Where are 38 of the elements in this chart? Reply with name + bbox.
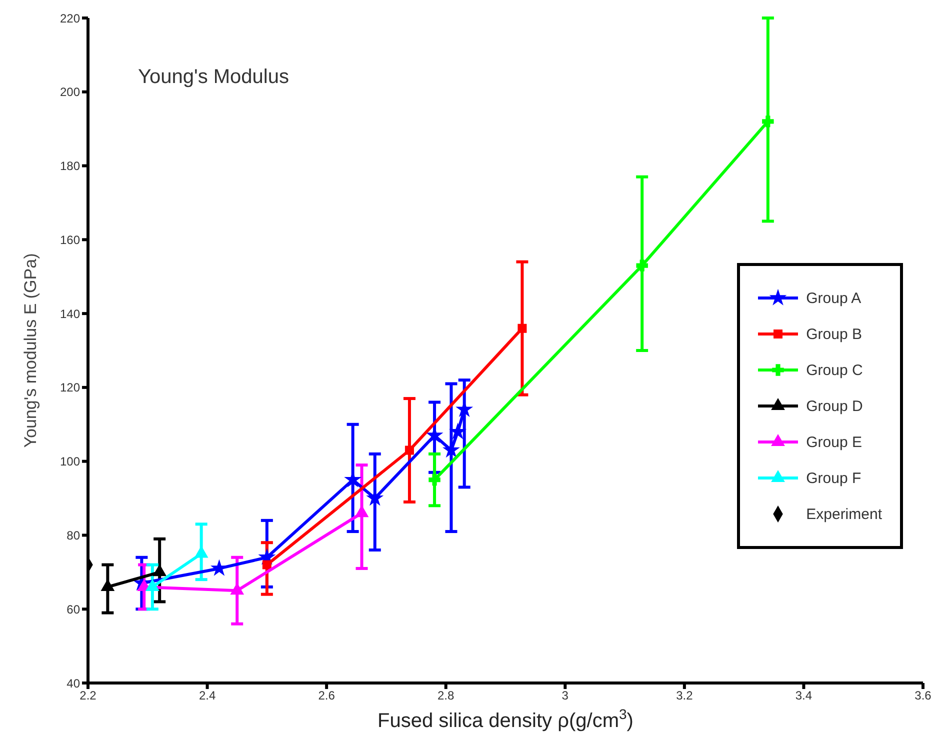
x-tick-label: 3 (562, 688, 569, 703)
x-tick-label: 3.6 (914, 688, 932, 703)
legend-label: Group D (806, 398, 863, 414)
y-tick-label: 80 (66, 528, 80, 542)
point (428, 474, 440, 486)
point (762, 116, 774, 128)
point (212, 560, 227, 576)
y-tick-label: 100 (60, 454, 80, 469)
x-tick-label: 2.4 (198, 688, 216, 703)
y-tick-label: 220 (60, 11, 80, 26)
y-tick-label: 140 (60, 306, 80, 321)
legend-label: Experiment (806, 506, 882, 522)
legend-label: Group F (806, 470, 862, 486)
x-tick-label: 2.8 (438, 688, 455, 703)
x-axis-title: Fused silica density ρ(g/cm$^{3}$) (378, 706, 634, 732)
point (355, 506, 368, 518)
x-tick-label: 2.6 (318, 688, 336, 703)
y-tick-label: 180 (60, 159, 80, 174)
y-tick-label: 60 (66, 602, 80, 616)
text: Young's Modulus (138, 66, 289, 89)
y-tick-label: 160 (60, 232, 80, 247)
legend-label: Group B (806, 326, 862, 342)
point (636, 260, 648, 272)
x-tick-label: 3.2 (676, 688, 694, 703)
point (230, 583, 244, 595)
y-axis-title: Young's modulus E (GPa) (21, 253, 40, 448)
legend-label: Group C (806, 362, 863, 378)
point (450, 424, 466, 438)
x-tick-label: 3.4 (795, 688, 812, 703)
y-tick-label: 200 (60, 85, 80, 100)
point (518, 324, 527, 333)
y-tick-label: 40 (66, 676, 80, 690)
point (262, 560, 272, 570)
y-tick-label: 120 (60, 380, 80, 395)
legend-label: Group E (806, 434, 862, 450)
legend-label: Group A (806, 290, 862, 306)
point (404, 446, 414, 455)
x-tick-label: 2.2 (80, 688, 97, 703)
